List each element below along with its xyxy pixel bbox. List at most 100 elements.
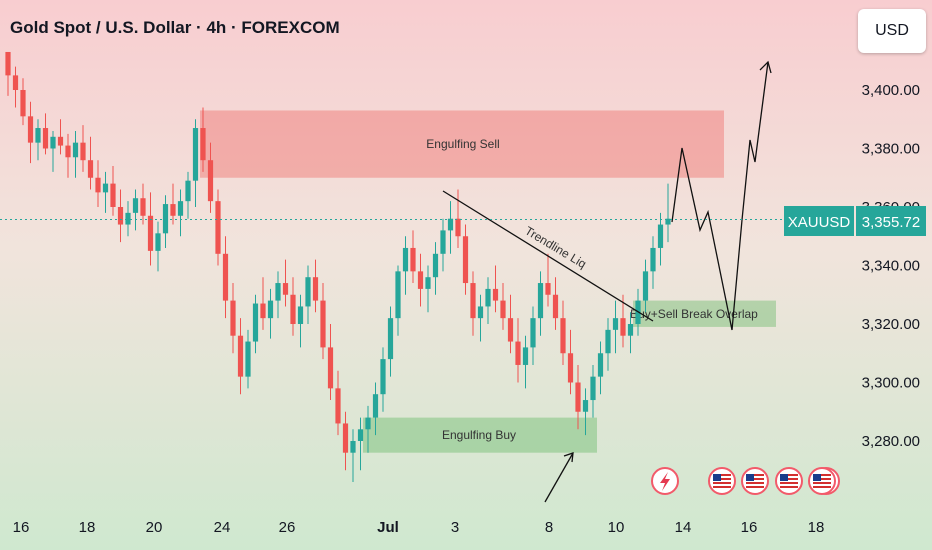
candle-body: [102, 183, 109, 193]
zone-label: Engulfing Buy: [442, 428, 516, 442]
candle-body: [245, 341, 251, 377]
candle-body: [537, 283, 544, 319]
candle-body: [185, 180, 191, 202]
candle: [207, 142, 214, 213]
candle-body: [117, 207, 124, 225]
candle-body: [372, 394, 379, 418]
candle-body: [447, 218, 454, 231]
symbol-tag-name: XAUUSD: [788, 214, 851, 231]
candle: [297, 294, 304, 348]
chart-title: Gold Spot / U.S. Dollar · 4h · FOREXCOM: [10, 18, 340, 37]
candle-body: [432, 253, 439, 278]
candle: [402, 236, 409, 295]
candle-body: [530, 318, 536, 348]
candle: [72, 130, 79, 178]
event-icons[interactable]: [651, 467, 840, 495]
candle: [350, 429, 356, 482]
candle-body: [627, 324, 634, 336]
time-tick-label: 18: [808, 519, 825, 536]
candle: [650, 236, 656, 289]
zone-0: [200, 110, 724, 178]
candle-body: [665, 218, 671, 225]
candle-body: [65, 145, 71, 158]
zone-label: Buy+Sell Break Overlap: [630, 307, 758, 321]
candle: [507, 294, 514, 354]
candle-body: [27, 116, 34, 143]
candle-body: [590, 376, 596, 401]
candle-body: [582, 400, 589, 412]
candle-body: [380, 359, 386, 395]
us-flag-icon[interactable]: [775, 467, 803, 495]
candle: [657, 212, 664, 266]
time-tick-label: 8: [545, 519, 553, 536]
trendline-group: [442, 190, 654, 322]
candle-body: [177, 201, 184, 216]
us-flag-icon[interactable]: [741, 467, 769, 495]
candle: [537, 271, 544, 336]
candle-body: [395, 271, 401, 319]
candle: [492, 265, 499, 313]
candle: [57, 119, 64, 155]
candle-body: [305, 277, 311, 307]
candle: [365, 405, 371, 453]
candle-body: [485, 288, 491, 307]
candle-body: [462, 236, 469, 284]
candle-body: [267, 300, 274, 319]
candle-body: [515, 341, 521, 365]
candle: [597, 341, 604, 395]
currency-button[interactable]: USD: [858, 9, 926, 53]
candle-body: [207, 160, 214, 202]
candle-body: [455, 218, 461, 237]
candle-body: [597, 353, 604, 377]
candle-body: [50, 136, 56, 149]
zone-label: Engulfing Sell: [426, 137, 499, 151]
candle-body: [12, 75, 19, 90]
time-tick-label: 26: [279, 519, 296, 536]
candle: [335, 370, 341, 436]
time-tick-label: 14: [675, 519, 692, 536]
us-flag-icon[interactable]: [708, 467, 736, 495]
candle: [552, 277, 559, 330]
candle: [177, 189, 184, 237]
candle: [612, 300, 619, 354]
candle-body: [522, 347, 529, 365]
candle-body: [290, 294, 296, 324]
candle: [185, 171, 191, 219]
candle: [575, 364, 581, 430]
candle: [125, 201, 131, 237]
candle: [395, 265, 401, 336]
candle: [147, 192, 154, 266]
candle: [162, 195, 169, 248]
candle: [192, 119, 199, 207]
candle-body: [282, 283, 289, 295]
candle-body: [357, 429, 364, 441]
candle-body: [222, 253, 229, 301]
trendline: [442, 190, 654, 322]
candle: [237, 318, 244, 395]
candle-body: [260, 303, 266, 319]
us-flag-stack-icon[interactable]: [808, 467, 840, 495]
candle-body: [387, 318, 394, 360]
candle: [560, 300, 566, 365]
zone-1: [363, 417, 597, 453]
candle-body: [42, 128, 49, 149]
price-tick-label: 3,300.00: [862, 375, 920, 392]
candle-body: [57, 136, 64, 146]
flash-icon[interactable]: [651, 467, 679, 495]
symbol-tag[interactable]: XAUUSD 3,355.72: [784, 206, 926, 236]
candle-body: [237, 335, 244, 377]
candle: [642, 259, 649, 313]
candle: [200, 107, 206, 172]
candle-body: [620, 318, 626, 336]
candle-body: [20, 90, 26, 117]
candle-body: [657, 224, 664, 248]
candle: [545, 253, 551, 307]
candle: [267, 288, 274, 339]
candle-body: [192, 128, 199, 181]
price-tick-label: 3,380.00: [862, 141, 920, 158]
candle: [12, 66, 19, 108]
candle-body: [125, 212, 131, 225]
candle: [290, 277, 296, 336]
candle-body: [417, 271, 424, 289]
